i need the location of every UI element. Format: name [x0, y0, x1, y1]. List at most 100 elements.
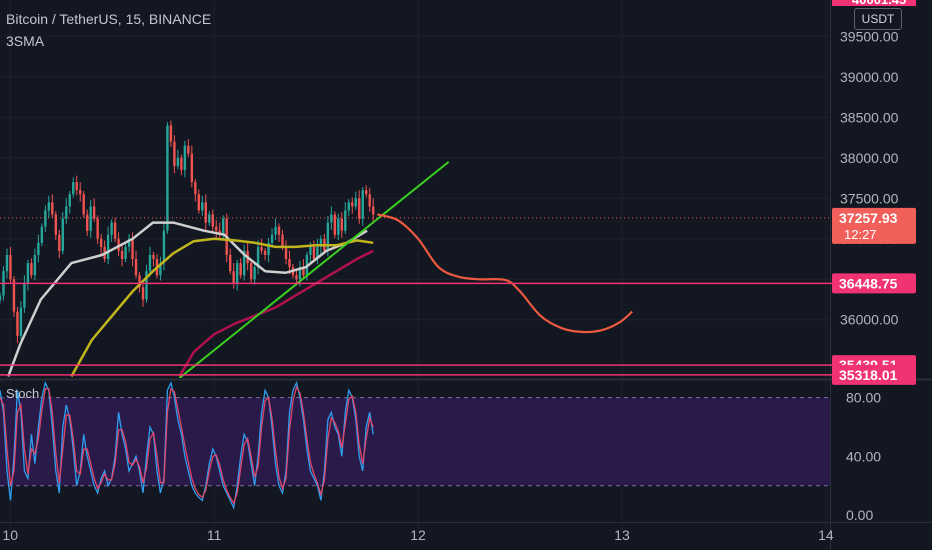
sma-fast-line: [7, 221, 368, 377]
candle: [23, 283, 26, 308]
candle: [127, 238, 131, 247]
candle: [351, 202, 354, 207]
projection-curve: [376, 213, 633, 334]
y-tick-label: 36000.00: [840, 312, 899, 328]
candle: [253, 267, 256, 280]
candle: [222, 218, 225, 235]
candle: [19, 307, 23, 336]
candle: [358, 198, 361, 219]
candle: [113, 222, 117, 239]
candle: [187, 145, 190, 154]
candle: [99, 238, 103, 247]
candle: [166, 125, 169, 231]
candle: [281, 234, 284, 247]
x-tick-label: 12: [410, 527, 426, 543]
candle: [215, 226, 218, 231]
candle: [152, 254, 155, 260]
sma-mid-line: [70, 237, 374, 378]
current-price-tag-bg: [832, 207, 916, 244]
candle: [37, 242, 40, 255]
candle: [85, 214, 89, 231]
candle: [337, 218, 340, 235]
candle: [302, 267, 305, 276]
stoch-k-line: [0, 380, 374, 510]
candle: [176, 157, 180, 166]
candle: [40, 226, 44, 243]
candle: [0, 295, 2, 301]
candle: [79, 190, 82, 195]
candle: [33, 254, 37, 276]
stoch-label: Stoch: [6, 386, 40, 401]
candle: [89, 206, 92, 231]
y-tick-label: 38000.00: [840, 150, 899, 166]
candle: [267, 242, 270, 255]
x-tick-label: 14: [818, 527, 834, 543]
candle: [344, 210, 347, 231]
candle: [44, 210, 47, 227]
x-tick-label: 11: [207, 527, 222, 543]
candle: [319, 238, 323, 247]
stoch-pane: [0, 380, 374, 510]
candle: [173, 141, 176, 166]
candle: [159, 263, 162, 276]
stoch-tick-label: 0.00: [846, 507, 873, 523]
candle: [288, 259, 291, 268]
sma-slow-line: [178, 249, 374, 378]
candle: [82, 194, 85, 215]
candle: [148, 254, 152, 272]
candle: [260, 246, 263, 251]
candle: [106, 234, 110, 260]
y-tick-label: 39000.00: [840, 69, 899, 85]
stoch-tick-label: 80.00: [846, 390, 881, 406]
candle: [138, 275, 141, 288]
trendline: [178, 161, 450, 378]
current-price-tag: 37257.93: [839, 210, 898, 226]
candle: [208, 214, 211, 223]
level-price-tag: 35318.01: [839, 367, 898, 383]
candle: [134, 259, 138, 276]
symbol-title: Bitcoin / TetherUS, 15, BINANCE: [6, 11, 212, 27]
candle: [65, 206, 68, 219]
y-tick-label: 38500.00: [840, 109, 899, 125]
candle: [312, 246, 316, 260]
level-price-tag-bg: [832, 364, 916, 385]
candle: [51, 202, 54, 215]
candle: [72, 182, 75, 195]
candle: [249, 263, 253, 280]
candle: [190, 153, 194, 183]
top-price-tag: 40001.45: [852, 0, 906, 7]
candle: [365, 190, 368, 195]
candle: [340, 218, 344, 231]
candle: [12, 279, 16, 312]
y-tick-label: 39500.00: [840, 28, 899, 44]
candle: [54, 214, 58, 235]
currency-button[interactable]: USDT: [854, 8, 902, 30]
candle: [169, 125, 173, 142]
candle: [270, 234, 274, 243]
candle: [316, 246, 319, 260]
candle: [120, 250, 124, 260]
candle: [228, 254, 232, 272]
candle: [333, 214, 337, 235]
candle: [5, 254, 9, 272]
candle: [368, 194, 371, 207]
stoch-d-line: [0, 385, 374, 505]
candle: [211, 214, 214, 227]
stoch-band: [0, 397, 830, 486]
candle: [309, 246, 312, 255]
candle: [298, 267, 302, 280]
candle: [371, 206, 375, 215]
candle: [326, 222, 330, 251]
candle: [239, 263, 242, 276]
candle: [284, 246, 288, 260]
candle: [30, 263, 33, 276]
candle: [68, 194, 71, 207]
main-pane: [0, 120, 633, 378]
candle: [124, 246, 127, 260]
indicator-label: 3SMA: [6, 33, 45, 49]
candle: [204, 202, 207, 223]
level-price-tag-bg: [832, 273, 916, 294]
candle: [201, 202, 204, 211]
candle: [354, 198, 357, 207]
